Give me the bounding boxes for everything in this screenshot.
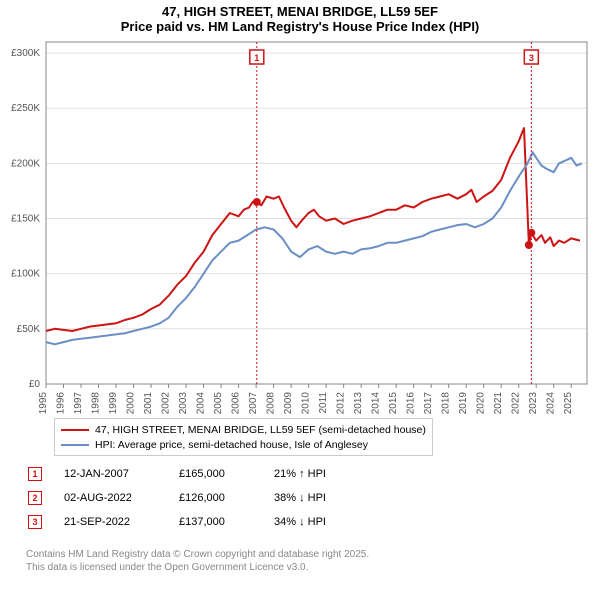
transaction-pct: 21% ↑ HPI (274, 468, 326, 480)
transaction-marker: 3 (28, 515, 42, 529)
svg-text:2009: 2009 (283, 392, 294, 415)
svg-text:£200K: £200K (11, 158, 40, 169)
transaction-row: 2 02-AUG-2022£126,00038% ↓ HPI (28, 486, 326, 510)
svg-text:1995: 1995 (38, 392, 49, 415)
svg-text:£0: £0 (29, 379, 41, 390)
svg-text:1996: 1996 (56, 392, 67, 415)
svg-text:2013: 2013 (353, 392, 364, 415)
transaction-pct: 34% ↓ HPI (274, 516, 326, 528)
svg-text:3: 3 (529, 53, 534, 63)
svg-text:2024: 2024 (546, 392, 557, 415)
legend-swatch (61, 444, 89, 446)
svg-text:2007: 2007 (248, 392, 259, 415)
svg-text:2014: 2014 (371, 392, 382, 415)
transaction-marker: 1 (28, 467, 42, 481)
svg-text:1: 1 (254, 53, 259, 63)
svg-text:2022: 2022 (511, 392, 522, 415)
transaction-date: 12-JAN-2007 (64, 468, 179, 480)
transaction-price: £165,000 (179, 468, 274, 480)
svg-text:£150K: £150K (11, 214, 40, 225)
legend-item: HPI: Average price, semi-detached house,… (61, 437, 426, 452)
transaction-price: £126,000 (179, 492, 274, 504)
svg-text:1998: 1998 (91, 392, 102, 415)
svg-text:2025: 2025 (563, 392, 574, 415)
svg-text:2017: 2017 (423, 392, 434, 415)
transaction-pct: 38% ↓ HPI (274, 492, 326, 504)
svg-text:2000: 2000 (126, 392, 137, 415)
svg-text:2010: 2010 (301, 392, 312, 415)
legend-label: 47, HIGH STREET, MENAI BRIDGE, LL59 5EF … (95, 424, 426, 436)
transactions-table: 1 12-JAN-2007£165,00021% ↑ HPI 2 02-AUG-202… (28, 462, 326, 534)
legend-label: HPI: Average price, semi-detached house,… (95, 439, 368, 451)
svg-text:£50K: £50K (17, 324, 41, 335)
svg-text:£100K: £100K (11, 269, 40, 280)
svg-text:2023: 2023 (528, 392, 539, 415)
svg-text:2011: 2011 (318, 392, 329, 414)
svg-text:1997: 1997 (73, 392, 84, 415)
svg-text:2008: 2008 (266, 392, 277, 415)
transaction-date: 02-AUG-2022 (64, 492, 179, 504)
transaction-row: 3 21-SEP-2022£137,00034% ↓ HPI (28, 510, 326, 534)
svg-text:£300K: £300K (11, 48, 40, 59)
transaction-date: 21-SEP-2022 (64, 516, 179, 528)
svg-text:2021: 2021 (493, 392, 504, 415)
transaction-marker: 2 (28, 491, 42, 505)
svg-text:1999: 1999 (108, 392, 119, 415)
svg-text:2006: 2006 (231, 392, 242, 415)
svg-text:2012: 2012 (336, 392, 347, 415)
svg-text:2001: 2001 (143, 392, 154, 415)
attribution-text: Contains HM Land Registry data © Crown c… (26, 548, 369, 574)
svg-text:2016: 2016 (406, 392, 417, 415)
attribution-line2: This data is licensed under the Open Gov… (26, 561, 369, 574)
svg-text:2015: 2015 (388, 392, 399, 415)
price-chart: £0 £50K £100K £150K £200K £250K £300K 1995 1996 1… (0, 0, 600, 420)
svg-text:£250K: £250K (11, 103, 40, 114)
svg-text:2002: 2002 (161, 392, 172, 415)
legend-swatch (61, 429, 89, 431)
svg-text:2005: 2005 (213, 392, 224, 415)
chart-legend: 47, HIGH STREET, MENAI BRIDGE, LL59 5EF … (54, 418, 433, 456)
legend-item: 47, HIGH STREET, MENAI BRIDGE, LL59 5EF … (61, 422, 426, 437)
svg-text:2003: 2003 (178, 392, 189, 415)
svg-text:2018: 2018 (441, 392, 452, 415)
svg-text:2019: 2019 (458, 392, 469, 415)
transaction-row: 1 12-JAN-2007£165,00021% ↑ HPI (28, 462, 326, 486)
attribution-line1: Contains HM Land Registry data © Crown c… (26, 548, 369, 561)
svg-text:2004: 2004 (196, 392, 207, 415)
transaction-price: £137,000 (179, 516, 274, 528)
svg-text:2020: 2020 (476, 392, 487, 415)
